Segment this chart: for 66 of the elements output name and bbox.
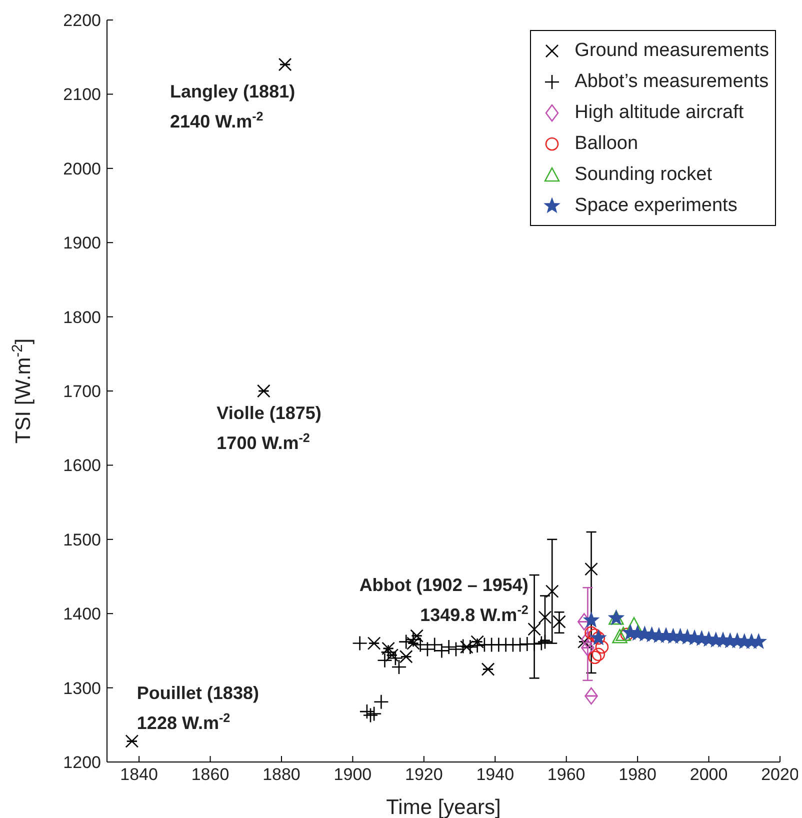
y-tick-label: 2200	[63, 11, 101, 30]
point	[366, 706, 382, 722]
point	[545, 584, 559, 598]
annotation: Abbot (1902 – 1954) 1349.8 W.m$^{-2}$	[359, 574, 528, 625]
y-tick-label: 1600	[63, 456, 101, 476]
point	[278, 58, 292, 72]
point	[441, 639, 456, 655]
point	[612, 628, 628, 644]
legend-label: Balloon	[574, 132, 638, 154]
y-tick-label: 1400	[63, 604, 101, 624]
point	[367, 636, 381, 650]
y-tick-label: 2100	[63, 85, 101, 104]
x-axis-title: Time [years]	[386, 796, 501, 818]
x-tick-label: 1940	[476, 765, 514, 784]
point	[512, 637, 528, 652]
legend-label: Space experiments	[574, 194, 738, 216]
x-tick-label: 1840	[120, 765, 158, 784]
legend-label: High altitude aircraft	[574, 102, 744, 124]
point	[481, 662, 495, 676]
annotation: Langley (1881) 2140 W.m$^{-2}$	[170, 82, 296, 132]
x-tick-label: 1960	[547, 765, 586, 784]
point	[581, 630, 594, 648]
y-tick-label: 2000	[63, 159, 101, 178]
x-tick-label: 2020	[761, 765, 799, 784]
point	[751, 634, 766, 648]
point	[528, 622, 541, 636]
point	[448, 642, 464, 657]
point	[537, 634, 553, 650]
x-tick-label: 1920	[405, 765, 443, 784]
legend-label: Ground measurements	[574, 40, 769, 62]
point	[538, 610, 552, 624]
point	[581, 639, 594, 656]
point	[595, 640, 609, 654]
point	[588, 650, 602, 664]
y-tick-label: 1200	[63, 753, 101, 772]
point	[584, 687, 598, 705]
point	[125, 734, 139, 748]
point	[552, 615, 566, 628]
point	[584, 562, 598, 576]
annotation: Pouillet (1838) 1228 W.m$^{-2}$	[136, 683, 259, 734]
point	[626, 617, 642, 632]
x-tick-label: 2000	[690, 765, 728, 784]
point	[374, 694, 389, 710]
point	[398, 634, 414, 650]
y-tick-label: 1900	[63, 234, 101, 253]
point	[391, 659, 407, 675]
point	[257, 384, 270, 398]
legend-label: Sounding rocket	[574, 164, 712, 186]
x-tick-label: 1900	[334, 765, 372, 784]
y-tick-label: 1300	[63, 678, 101, 698]
y-tick-label: 1800	[63, 308, 101, 327]
point	[534, 636, 550, 651]
point	[616, 626, 631, 642]
point	[362, 708, 378, 723]
point	[584, 612, 599, 627]
x-tick-label: 1980	[618, 765, 656, 784]
annotation: Violle (1875) 1700 W.m$^{-2}$	[216, 403, 322, 453]
point	[359, 704, 375, 720]
point	[352, 636, 368, 651]
point	[592, 648, 606, 662]
y-tick-label: 1500	[63, 530, 101, 550]
x-tick-label: 1860	[191, 765, 230, 784]
point	[377, 652, 392, 668]
y-tick-label: 1700	[63, 382, 101, 402]
legend-label: Abbot’s measurements	[574, 70, 769, 92]
x-tick-label: 1880	[262, 765, 300, 784]
